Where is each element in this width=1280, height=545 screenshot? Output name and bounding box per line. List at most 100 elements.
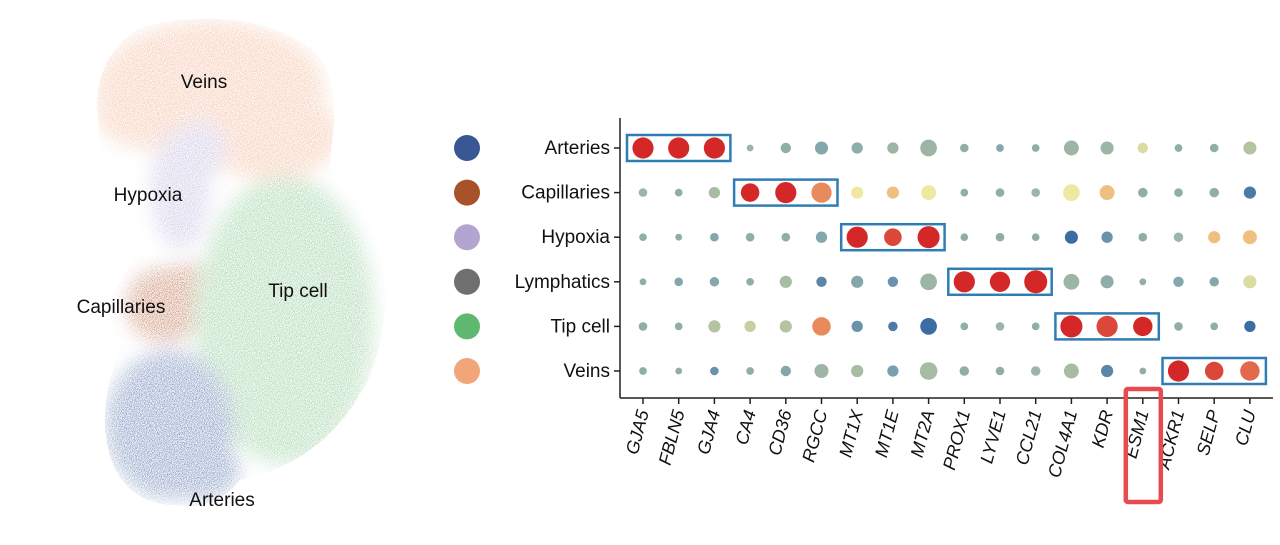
dot-capillaries-ccl21 [1031,188,1040,197]
dot-tip-cell-ackr1 [1174,322,1183,331]
dot-hypoxia-ackr1 [1173,232,1184,242]
dot-tip-cell-kdr [1096,315,1118,337]
dot-capillaries-fbln5 [674,188,683,197]
dot-capillaries-kdr [1099,185,1115,201]
dot-capillaries-gja4 [708,186,721,199]
dot-capillaries-mt2a [921,185,937,201]
dot-lymphatics-cd36 [779,275,792,288]
cluster-veins-points [200,90,340,180]
dot-lymphatics-mt2a [920,273,937,291]
dot-arteries-mt1x [851,142,863,154]
dot-tip-cell-gja5 [638,322,648,331]
dot-tip-cell-prox1 [960,322,969,331]
dot-capillaries-cd36 [775,182,797,204]
dot-capillaries-mt1e [886,186,900,199]
dot-tip-cell-fbln5 [674,322,683,331]
dot-arteries-selp [1209,143,1219,153]
umap-point-cloud [96,18,386,507]
dot-tip-cell-rgcc [812,317,831,336]
legend-swatch-hypoxia [454,224,480,251]
col-label-kdr: KDR [1088,408,1117,450]
marker-box-hypoxia [839,222,946,252]
dot-hypoxia-col4a1 [1064,230,1078,244]
col-label-mt2a: MT2A [907,408,939,460]
dot-lymphatics-mt1e [887,276,899,287]
dot-tip-cell-gja4 [708,320,721,333]
dot-hypoxia-esm1 [1138,232,1148,242]
dot-arteries-lyve1 [996,144,1004,152]
dot-capillaries-esm1 [1138,187,1148,198]
dot-capillaries-clu [1243,186,1256,199]
col-label-cd36: CD36 [764,407,795,458]
dot-lymphatics-ackr1 [1173,276,1184,287]
dot-arteries-cd36 [780,142,791,154]
dot-tip-cell-esm1 [1133,316,1153,337]
dot-lymphatics-clu [1243,275,1257,289]
dot-lymphatics-esm1 [1139,278,1147,286]
dot-tip-cell-mt1x [851,320,863,333]
dot-arteries-gja4 [703,137,726,159]
dot-arteries-col4a1 [1063,140,1079,156]
cluster-arteries-points [160,440,240,500]
dot-lymphatics-ca4 [746,277,754,286]
dot-veins-esm1 [1139,367,1147,375]
dot-capillaries-lyve1 [995,188,1005,197]
dot-hypoxia-fbln5 [675,233,683,241]
dot-veins-mt2a [919,362,938,380]
dot-veins-ca4 [746,367,754,375]
dot-tip-cell-lyve1 [995,322,1005,331]
dot-hypoxia-clu [1242,230,1257,245]
col-label-rgcc: RGCC [798,407,831,464]
dot-arteries-clu [1243,141,1257,155]
umap-label-hypoxia: Hypoxia [114,185,183,206]
dot-arteries-kdr [1100,141,1114,155]
dot-lymphatics-mt1x [851,275,864,288]
dot-hypoxia-gja5 [639,233,647,242]
dot-tip-cell-ccl21 [1031,322,1040,331]
marker-box-arteries [625,133,732,163]
dot-lymphatics-kdr [1100,275,1114,289]
dot-tip-cell-mt2a [920,318,937,335]
col-label-gja4: GJA4 [693,408,724,457]
col-label-col4a1: COL4A1 [1044,408,1081,480]
dot-capillaries-ca4 [740,183,760,202]
cluster-hypoxia-points [175,120,225,180]
dot-capillaries-prox1 [960,188,969,197]
row-label-capillaries: Capillaries [521,183,610,204]
col-label-selp: SELP [1193,408,1224,458]
umap-label-capillaries: Capillaries [77,297,166,318]
dot-veins-mt1x [851,364,864,378]
marker-box-capillaries [732,178,839,207]
dot-hypoxia-cd36 [781,232,791,242]
dot-arteries-ackr1 [1174,144,1183,152]
col-label-gja5: GJA5 [622,407,653,457]
dot-tip-cell-ca4 [744,320,756,333]
umap-label-tip-cell: Tip cell [268,281,327,302]
dot-veins-gja5 [639,367,647,375]
dot-veins-rgcc [814,364,829,378]
col-label-lyve1: LYVE1 [976,408,1009,466]
dot-lymphatics-gja4 [709,277,720,287]
dot-lymphatics-selp [1209,277,1219,287]
legend-swatch-veins [454,358,480,384]
dot-hypoxia-prox1 [960,233,969,242]
dot-tip-cell-col4a1 [1060,315,1083,338]
dot-veins-kdr [1101,364,1114,378]
dot-arteries-ccl21 [1031,144,1040,152]
dot-capillaries-rgcc [811,182,832,203]
legend-swatch-tip-cell [454,313,480,340]
umap-label-arteries: Arteries [189,490,254,511]
dot-arteries-gja5 [632,137,654,159]
legend-swatch-arteries [454,135,480,161]
col-label-mt1x: MT1X [835,407,867,460]
dot-arteries-mt2a [920,139,937,157]
dot-capillaries-gja5 [638,188,648,197]
cluster-tip-cell-points [250,190,350,290]
dot-arteries-rgcc [814,141,829,155]
dot-hypoxia-mt2a [917,226,940,249]
col-label-ackr1: ACKR1 [1153,408,1188,472]
legend-swatch-capillaries [454,179,480,206]
marker-box-tip-cell [1054,312,1161,341]
dot-lymphatics-lyve1 [989,271,1011,292]
dot-hypoxia-gja4 [710,232,719,242]
